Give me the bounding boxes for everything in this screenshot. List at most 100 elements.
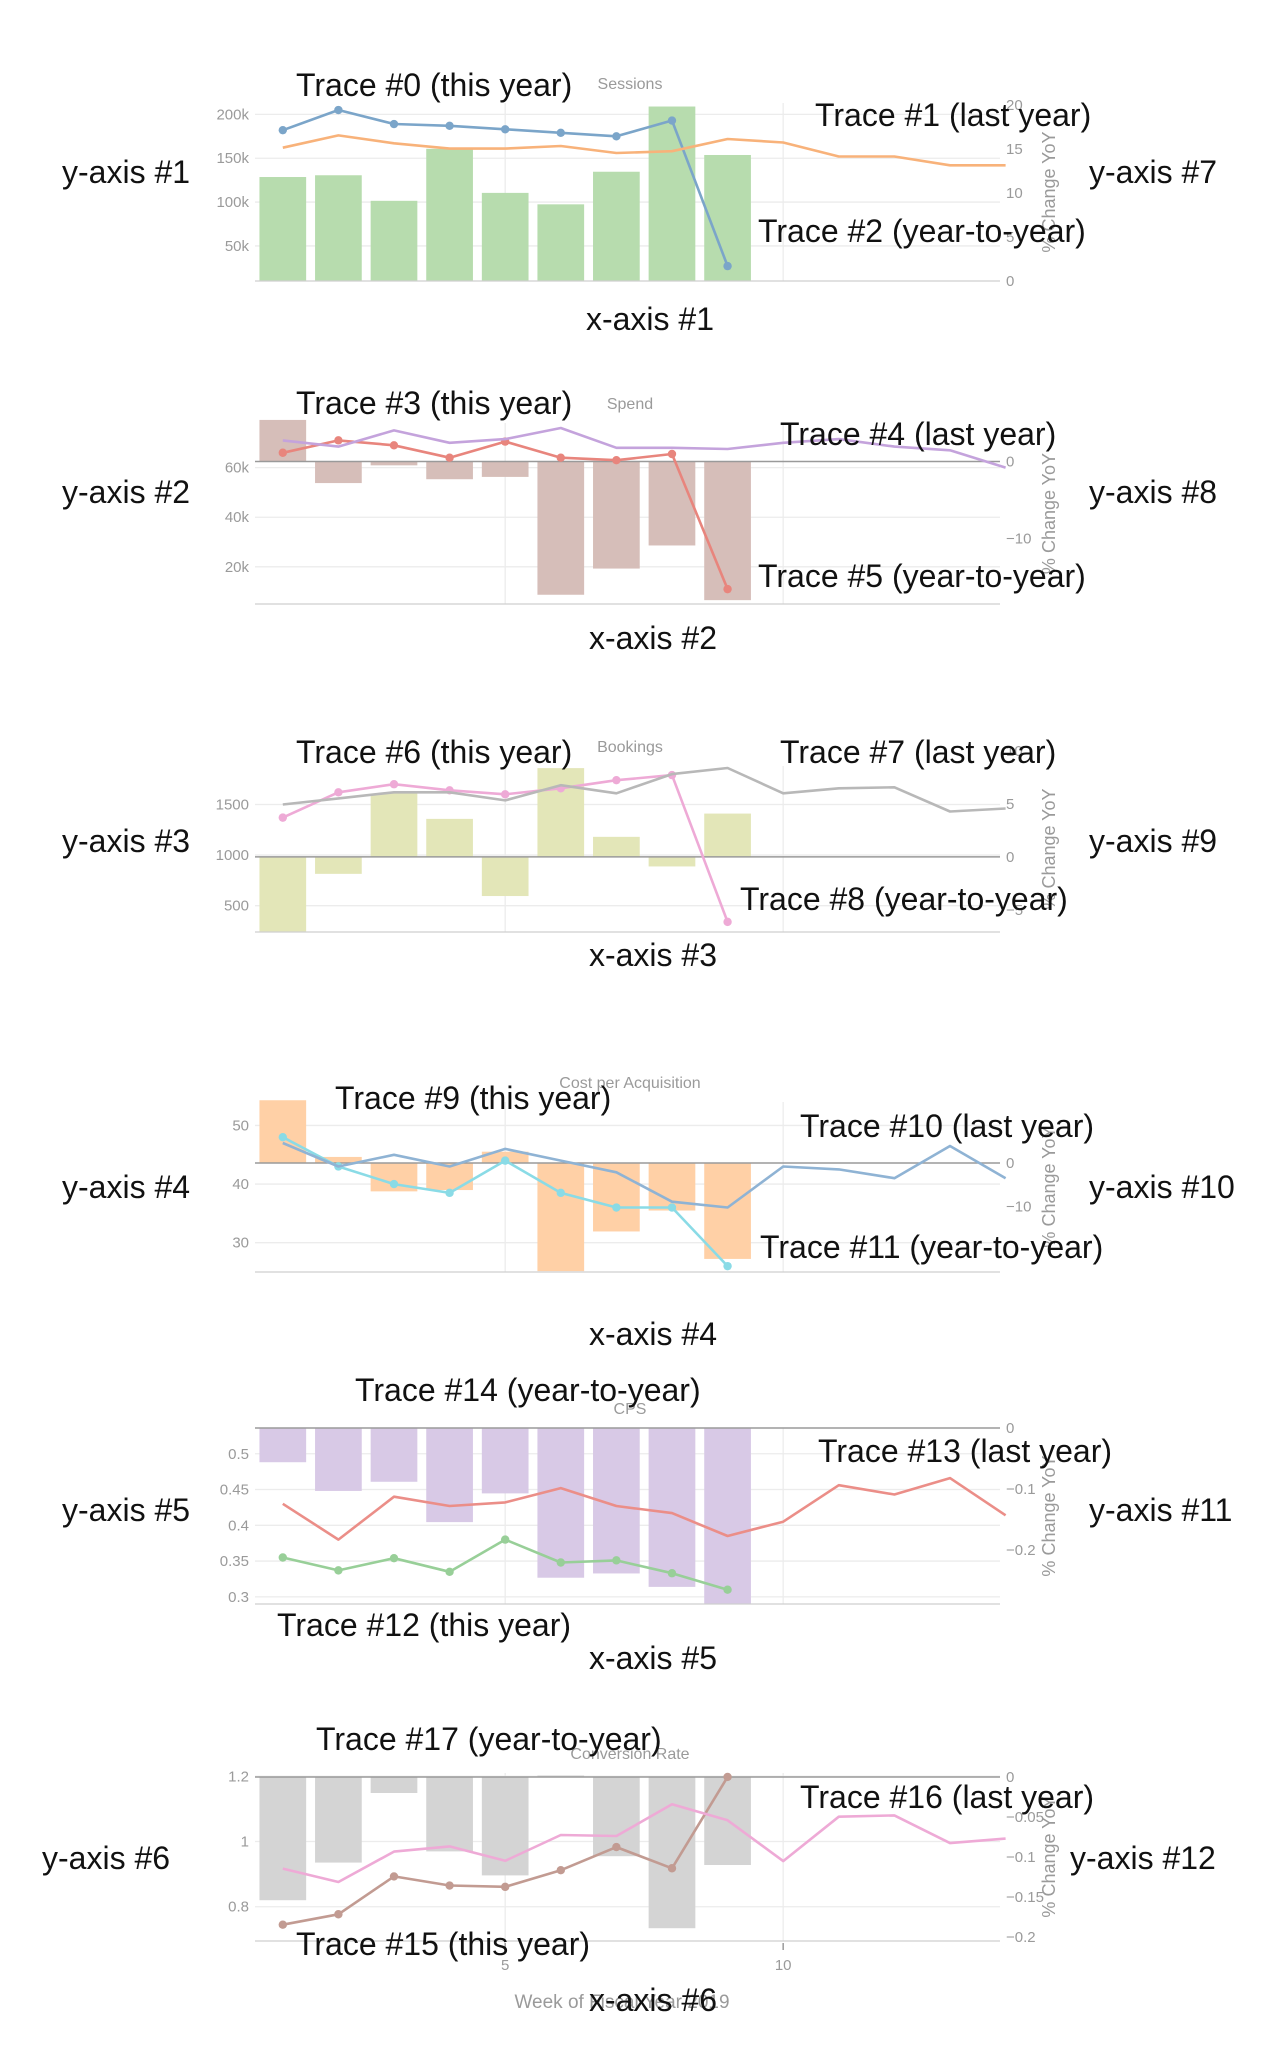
cost-per-acquisition-bar[interactable] bbox=[259, 1100, 307, 1164]
bookings-this-year-point[interactable] bbox=[612, 775, 621, 785]
bookings-bar[interactable] bbox=[704, 813, 751, 857]
cps-bar[interactable] bbox=[648, 1428, 696, 1587]
bookings-this-year-point[interactable] bbox=[278, 813, 287, 822]
sessions-this-year-point[interactable] bbox=[334, 105, 343, 115]
conversion-rate-bar[interactable] bbox=[537, 1775, 585, 1777]
conversion-rate-bar[interactable] bbox=[370, 1777, 418, 1793]
cps-bar[interactable] bbox=[704, 1428, 751, 1604]
conversion-rate-bar[interactable] bbox=[648, 1777, 696, 1929]
cps-bar[interactable] bbox=[481, 1428, 529, 1494]
cost-per-acquisition-bar[interactable] bbox=[315, 1156, 362, 1164]
sessions-bar[interactable] bbox=[370, 200, 418, 281]
spend-this-year-point[interactable] bbox=[389, 441, 399, 450]
spend-bar[interactable] bbox=[370, 461, 418, 466]
cps-this-year-point[interactable] bbox=[723, 1585, 732, 1594]
cps-this-year-point[interactable] bbox=[556, 1558, 565, 1567]
spend-this-year-point[interactable] bbox=[278, 448, 287, 457]
bookings-bar[interactable] bbox=[426, 818, 473, 857]
cps-bar[interactable] bbox=[426, 1428, 473, 1523]
spend-last-year-line[interactable] bbox=[282, 426, 1006, 469]
cost-per-acquisition-this-year-point[interactable] bbox=[445, 1188, 454, 1198]
sessions-bar[interactable] bbox=[593, 171, 640, 281]
conversion-rate-bar[interactable] bbox=[259, 1777, 307, 1901]
spend-this-year-point[interactable] bbox=[556, 453, 565, 462]
bookings-this-year-point[interactable] bbox=[334, 788, 343, 797]
spend-this-year-point[interactable] bbox=[334, 436, 343, 445]
bookings-bar[interactable] bbox=[315, 856, 362, 874]
sessions-bar[interactable] bbox=[315, 175, 362, 281]
sessions-this-year-point[interactable] bbox=[667, 116, 677, 125]
cost-per-acquisition-bar[interactable] bbox=[704, 1163, 751, 1259]
sessions-bar[interactable] bbox=[704, 154, 751, 281]
conversion-rate-this-year-point[interactable] bbox=[278, 1920, 287, 1929]
conversion-rate-last-year-line[interactable] bbox=[282, 1803, 1006, 1884]
conversion-rate-this-year-point[interactable] bbox=[389, 1872, 399, 1881]
sessions-bar[interactable] bbox=[426, 148, 473, 281]
sessions-this-year-point[interactable] bbox=[723, 261, 732, 271]
cps-bar[interactable] bbox=[370, 1428, 418, 1482]
cps-bar[interactable] bbox=[259, 1428, 307, 1463]
sessions-bar[interactable] bbox=[481, 192, 529, 281]
bookings-this-year-point[interactable] bbox=[500, 790, 510, 799]
sessions-this-year-point[interactable] bbox=[612, 132, 621, 141]
sessions-this-year-point[interactable] bbox=[389, 119, 399, 129]
cps-this-year-point[interactable] bbox=[612, 1556, 621, 1565]
sessions-this-year-point[interactable] bbox=[445, 121, 454, 130]
spend-bar[interactable] bbox=[593, 461, 640, 569]
spend-bar[interactable] bbox=[648, 461, 696, 546]
bookings-bar[interactable] bbox=[648, 856, 696, 867]
conversion-rate-bar[interactable] bbox=[481, 1777, 529, 1876]
spend-this-year-point[interactable] bbox=[723, 584, 732, 594]
cps-this-year-point[interactable] bbox=[278, 1553, 287, 1562]
cost-per-acquisition-this-year-point[interactable] bbox=[556, 1188, 565, 1198]
spend-bar[interactable] bbox=[315, 461, 362, 484]
spend-bar[interactable] bbox=[704, 461, 751, 601]
conversion-rate-this-year-point[interactable] bbox=[612, 1842, 621, 1852]
bookings-last-year-line[interactable] bbox=[282, 766, 1006, 813]
cps-bar[interactable] bbox=[315, 1428, 362, 1491]
sessions-bar[interactable] bbox=[537, 204, 585, 281]
cost-per-acquisition-this-year-point[interactable] bbox=[612, 1203, 621, 1212]
conversion-rate-this-year-point[interactable] bbox=[723, 1772, 732, 1782]
cost-per-acquisition-bar[interactable] bbox=[593, 1163, 640, 1232]
cost-per-acquisition-this-year-point[interactable] bbox=[723, 1261, 732, 1271]
bookings-bar[interactable] bbox=[593, 836, 640, 857]
sessions-last-year-line[interactable] bbox=[282, 134, 1006, 167]
conversion-rate-this-year-point[interactable] bbox=[500, 1882, 510, 1892]
spend-this-year-point[interactable] bbox=[612, 455, 621, 465]
cps-this-year-point[interactable] bbox=[334, 1566, 343, 1575]
cps-this-year-point[interactable] bbox=[500, 1535, 510, 1544]
cps-this-year-point[interactable] bbox=[445, 1567, 454, 1577]
cps-last-year-line[interactable] bbox=[282, 1476, 1007, 1541]
sessions-this-year-point[interactable] bbox=[556, 128, 565, 138]
conversion-rate-this-year-point[interactable] bbox=[667, 1864, 677, 1873]
sessions-this-year-point[interactable] bbox=[500, 125, 510, 134]
spend-bar[interactable] bbox=[481, 461, 529, 477]
sessions-this-year-point[interactable] bbox=[278, 125, 287, 135]
spend-this-year-point[interactable] bbox=[667, 449, 677, 459]
conversion-rate-this-year-point[interactable] bbox=[334, 1910, 343, 1919]
cost-per-acquisition-this-year-point[interactable] bbox=[278, 1132, 287, 1142]
bookings-bar[interactable] bbox=[537, 768, 585, 857]
bookings-this-year-point[interactable] bbox=[723, 917, 732, 927]
bookings-bar[interactable] bbox=[259, 856, 307, 932]
sessions-bar[interactable] bbox=[648, 106, 696, 281]
sessions-bar[interactable] bbox=[259, 177, 307, 281]
cps-this-year-point[interactable] bbox=[389, 1554, 399, 1563]
cost-per-acquisition-last-year-line[interactable] bbox=[282, 1141, 1007, 1209]
conversion-rate-this-year-point[interactable] bbox=[445, 1881, 454, 1890]
cost-per-acquisition-bar[interactable] bbox=[537, 1163, 585, 1272]
cps-bar[interactable] bbox=[537, 1428, 585, 1578]
bookings-bar[interactable] bbox=[481, 856, 529, 897]
cps-this-year-point[interactable] bbox=[667, 1569, 677, 1578]
spend-this-year-point[interactable] bbox=[445, 453, 454, 462]
cost-per-acquisition-this-year-point[interactable] bbox=[389, 1179, 399, 1189]
conversion-rate-bar[interactable] bbox=[315, 1777, 362, 1863]
cost-per-acquisition-this-year-point[interactable] bbox=[667, 1203, 677, 1212]
bookings-bar[interactable] bbox=[370, 793, 418, 857]
spend-bar[interactable] bbox=[537, 461, 585, 595]
spend-bar[interactable] bbox=[426, 461, 473, 480]
conversion-rate-this-year-point[interactable] bbox=[556, 1866, 565, 1875]
bookings-this-year-point[interactable] bbox=[389, 780, 399, 789]
conversion-rate-bar[interactable] bbox=[426, 1777, 473, 1852]
